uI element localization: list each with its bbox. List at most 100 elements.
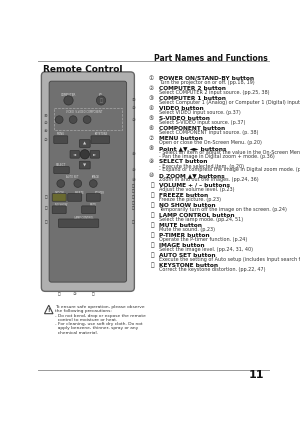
Text: ⑧: ⑧	[132, 153, 136, 156]
Text: P-TIMER button: P-TIMER button	[159, 233, 210, 238]
Text: FREEZE: FREEZE	[74, 191, 84, 195]
Circle shape	[83, 116, 91, 124]
Text: ⑰: ⑰	[150, 243, 154, 248]
Text: Correct the keystone distortion. (pp.22, 47): Correct the keystone distortion. (pp.22,…	[159, 268, 266, 273]
Text: Point ▲▼ ◄► buttons: Point ▲▼ ◄► buttons	[159, 146, 227, 151]
Text: ⑯: ⑯	[132, 201, 135, 205]
FancyBboxPatch shape	[41, 72, 134, 291]
Text: ③: ③	[73, 292, 76, 296]
Circle shape	[69, 116, 77, 124]
Text: POWER ON/STAND-BY button: POWER ON/STAND-BY button	[159, 76, 254, 81]
Text: To ensure safe operation, please observe: To ensure safe operation, please observe	[55, 305, 145, 309]
FancyBboxPatch shape	[54, 167, 69, 173]
Text: ⑦: ⑦	[148, 136, 154, 141]
Text: ⑲: ⑲	[150, 263, 154, 268]
Text: ⑭: ⑭	[150, 213, 154, 219]
Text: ⑯: ⑯	[150, 233, 154, 239]
Text: ►: ►	[93, 153, 96, 156]
Text: Select the image level. (pp.24, 31, 40): Select the image level. (pp.24, 31, 40)	[159, 248, 253, 253]
Text: ▲: ▲	[83, 141, 86, 146]
Circle shape	[74, 180, 82, 187]
Text: Adjust the volume level. (p.23): Adjust the volume level. (p.23)	[159, 187, 235, 193]
Text: - Expand or compress the image in Digital zoom mode. (p.36): - Expand or compress the image in Digita…	[159, 167, 300, 173]
FancyBboxPatch shape	[68, 193, 82, 201]
Text: NO SHOW: NO SHOW	[55, 203, 67, 207]
Text: VIDEO button: VIDEO button	[159, 106, 204, 111]
Text: MENU: MENU	[57, 132, 65, 136]
Text: apply benzene, thinner, spray or any: apply benzene, thinner, spray or any	[55, 326, 139, 331]
Text: MUTE: MUTE	[90, 203, 97, 207]
Text: IMAGE: IMAGE	[92, 176, 100, 179]
Text: ⑥: ⑥	[148, 126, 154, 131]
Text: ①: ①	[132, 98, 136, 102]
Text: control to moisture or heat.: control to moisture or heat.	[55, 318, 118, 322]
FancyBboxPatch shape	[70, 150, 79, 158]
FancyBboxPatch shape	[54, 136, 68, 144]
Text: Turn the projector on or off. (pp.18, 19): Turn the projector on or off. (pp.18, 19…	[159, 81, 255, 85]
Text: Remote Control: Remote Control	[43, 65, 122, 74]
Text: - Pan the image in Digital zoom + mode. (p.36): - Pan the image in Digital zoom + mode. …	[159, 154, 275, 159]
Text: P-TIMER: P-TIMER	[94, 191, 104, 195]
Text: ⑤: ⑤	[44, 121, 48, 126]
Text: Temporarily turn off the image on the screen. (p.24): Temporarily turn off the image on the sc…	[159, 207, 287, 213]
Text: IMAGE button: IMAGE button	[159, 243, 205, 248]
Text: FREEZE button: FREEZE button	[159, 193, 208, 198]
Text: ⑫: ⑫	[132, 196, 135, 199]
Text: - Select an item or adjust the value in the On-Screen Menu. (p.20): - Select an item or adjust the value in …	[159, 150, 300, 155]
FancyBboxPatch shape	[82, 206, 96, 213]
Text: KEYSTONE: KEYSTONE	[94, 132, 108, 136]
Text: COMPUTER: COMPUTER	[61, 93, 76, 97]
Text: Part Names and Functions: Part Names and Functions	[154, 54, 268, 63]
Circle shape	[89, 180, 97, 187]
Text: ⑭: ⑭	[45, 220, 48, 224]
Text: !: !	[47, 308, 50, 313]
Circle shape	[64, 96, 73, 105]
Text: Select Computer 1 (Analog) or Computer 1 (Digital) input source. (pp.25, 26): Select Computer 1 (Analog) or Computer 1…	[159, 101, 300, 105]
Text: I/O: I/O	[99, 93, 103, 97]
FancyBboxPatch shape	[58, 219, 99, 227]
Text: ⑫: ⑫	[150, 193, 154, 199]
Circle shape	[96, 96, 106, 105]
Text: ⑱: ⑱	[150, 253, 154, 259]
Text: COMPUTER 2 button: COMPUTER 2 button	[159, 86, 226, 91]
FancyBboxPatch shape	[91, 136, 110, 144]
Text: ⑮: ⑮	[132, 206, 135, 210]
Text: ▼: ▼	[83, 163, 86, 167]
Text: Select COMPONENT input source. (p. 38): Select COMPONENT input source. (p. 38)	[159, 130, 259, 135]
Text: ⑭: ⑭	[92, 292, 94, 296]
Text: ④: ④	[44, 114, 48, 118]
Text: ⑨: ⑨	[132, 168, 136, 172]
Text: - For cleaning, use soft dry cloth. Do not: - For cleaning, use soft dry cloth. Do n…	[55, 322, 143, 326]
Text: ⑮: ⑮	[150, 223, 154, 228]
Text: COMPUTER 1 button: COMPUTER 1 button	[159, 96, 226, 101]
FancyBboxPatch shape	[79, 140, 90, 147]
Text: ③: ③	[132, 118, 136, 122]
Text: ⏻: ⏻	[100, 98, 103, 103]
Text: ⑨: ⑨	[148, 159, 154, 164]
Text: Freeze the picture. (p.23): Freeze the picture. (p.23)	[159, 197, 221, 202]
FancyBboxPatch shape	[52, 193, 66, 201]
Text: VOLUME + / – buttons: VOLUME + / – buttons	[159, 183, 230, 188]
Polygon shape	[44, 305, 53, 314]
Text: NO SHOW button: NO SHOW button	[159, 203, 216, 208]
Text: AUTO SET button: AUTO SET button	[159, 253, 216, 258]
Text: ⑩: ⑩	[148, 173, 154, 178]
Text: ⑱: ⑱	[132, 189, 135, 193]
Text: ⑩: ⑩	[132, 178, 136, 182]
Text: SELECT: SELECT	[56, 163, 66, 167]
Text: LAMP CONTROL: LAMP CONTROL	[74, 216, 94, 220]
Text: ⑪: ⑪	[45, 196, 48, 199]
Text: ◄: ◄	[73, 153, 76, 156]
Text: COMPONENT button: COMPONENT button	[159, 126, 225, 131]
Text: ⑧: ⑧	[148, 146, 154, 151]
Text: Select COMPUTER 2 input source. (pp.25, 38): Select COMPUTER 2 input source. (pp.25, …	[159, 90, 270, 95]
Text: Select the lamp mode. (pp.24, 51): Select the lamp mode. (pp.24, 51)	[159, 217, 243, 222]
Text: ⑬: ⑬	[58, 292, 61, 296]
Text: ①: ①	[148, 76, 154, 81]
Circle shape	[57, 180, 64, 187]
FancyBboxPatch shape	[79, 161, 90, 169]
Text: LAMP CONTROL button: LAMP CONTROL button	[159, 213, 235, 218]
Text: ⑰: ⑰	[132, 184, 135, 188]
Text: Select VIDEO input source. (p.37): Select VIDEO input source. (p.37)	[159, 110, 241, 115]
Text: D.ZOOM ▲▼ buttons: D.ZOOM ▲▼ buttons	[159, 173, 225, 178]
